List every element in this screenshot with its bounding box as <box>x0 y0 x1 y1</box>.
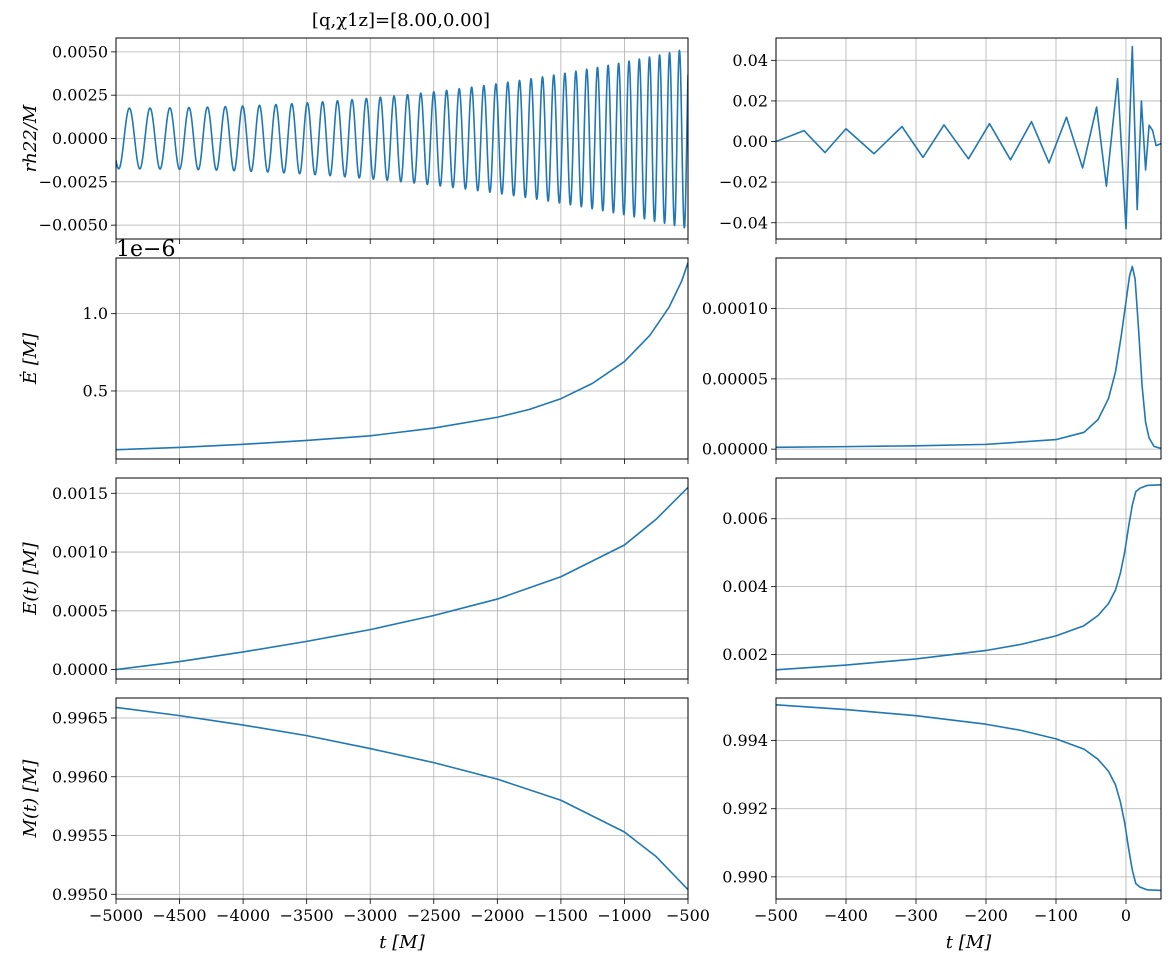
y-tick-label: −0.02 <box>719 173 768 192</box>
series-line <box>776 704 1161 892</box>
y-tick-label: 0.004 <box>722 577 768 596</box>
y-tick-label: 0.04 <box>732 51 768 70</box>
y-tick-label: 0.994 <box>722 731 768 750</box>
y-tick-label: −0.0050 <box>39 216 108 235</box>
panel-mass-merger: −500 −400 −300 −200 −100 0 0.990 0.992 0.994 t [M… <box>722 697 1162 953</box>
y-tick-label: 0.9965 <box>52 708 108 727</box>
y-tick-label: 0.002 <box>722 645 768 664</box>
x-tick-label: −3000 <box>343 906 397 925</box>
y-tick-label: 0.0000 <box>52 660 108 679</box>
x-tick-label: 0 <box>1121 906 1131 925</box>
x-tick-label: −400 <box>824 906 868 925</box>
y-tick-label: 0.00 <box>732 132 768 151</box>
x-axis-label: t [M] <box>379 932 425 953</box>
y-tick-label: 0.0000 <box>52 129 108 148</box>
x-tick-label: −100 <box>1034 906 1078 925</box>
x-tick-label: −1500 <box>534 906 588 925</box>
x-tick-label: −2000 <box>470 906 524 925</box>
y-tick-label: 0.006 <box>722 509 768 528</box>
y-tick-label: 0.0010 <box>52 543 108 562</box>
y-tick-label: 0.00010 <box>702 299 768 318</box>
y-tick-label: 0.0005 <box>52 601 108 620</box>
series-line <box>116 486 688 671</box>
y-axis-label: Ė [M] <box>18 332 41 385</box>
panel-strain-inspiral: −0.0050 −0.0025 0.0000 0.0025 0.0050 rh22/M <box>20 37 689 244</box>
y-tick-label: 1.0 <box>83 304 108 323</box>
y-offset-text: 1e−6 <box>116 237 175 262</box>
series-line <box>776 45 1161 230</box>
axes-frame <box>115 697 689 900</box>
y-tick-label: 0.9955 <box>52 826 108 845</box>
y-axis-label: E(t) [M] <box>20 541 41 616</box>
axes-frame <box>775 477 1162 680</box>
y-tick-label: 0.9950 <box>52 885 108 904</box>
x-axis-label: t [M] <box>946 932 992 953</box>
panel-energy-merger: 0.002 0.004 0.006 <box>722 477 1162 684</box>
x-tick-label: −3500 <box>280 906 334 925</box>
series-line <box>776 265 1161 450</box>
x-tick-label: −500 <box>754 906 798 925</box>
axes-frame <box>115 477 689 680</box>
y-axis-label: rh22/M <box>20 104 41 172</box>
y-tick-label: 0.992 <box>722 799 768 818</box>
x-tick-label: −300 <box>894 906 938 925</box>
figure-title: [q,χ1z]=[8.00,0.00] <box>312 10 490 31</box>
y-tick-label: 0.9960 <box>52 767 108 786</box>
panel-mass-inspiral: −5000 −4500 −4000 −3500 −3000 −2500 −2000 −1500… <box>20 697 710 953</box>
panel-strain-merger: −0.04 −0.02 0.00 0.02 0.04 <box>719 37 1162 244</box>
x-tick-label: −4000 <box>216 906 270 925</box>
series-line <box>116 49 688 229</box>
x-tick-label: −200 <box>964 906 1008 925</box>
panel-energy-inspiral: 0.0000 0.0005 0.0010 0.0015 E(t) [M] <box>20 477 689 684</box>
series-line <box>116 706 688 891</box>
axes-frame <box>115 37 689 240</box>
axes-frame <box>775 257 1162 460</box>
axes-frame <box>775 37 1162 240</box>
y-tick-label: 0.0025 <box>52 86 108 105</box>
y-tick-label: 0.0050 <box>52 42 108 61</box>
series-line <box>116 262 688 451</box>
x-tick-label: −2500 <box>407 906 461 925</box>
axes-frame <box>775 697 1162 900</box>
panel-edot-inspiral: 0.5 1.0 Ė [M] 1e−6 <box>18 237 689 464</box>
x-tick-label: −4500 <box>152 906 206 925</box>
panel-edot-merger: 0.00000 0.00005 0.00010 <box>702 257 1162 464</box>
y-tick-label: 0.00000 <box>702 440 768 459</box>
y-tick-label: 0.02 <box>732 91 768 110</box>
x-tick-label: −5000 <box>89 906 143 925</box>
y-tick-label: 0.5 <box>83 381 108 400</box>
x-tick-label: −1000 <box>597 906 651 925</box>
y-tick-label: 0.00005 <box>702 369 768 388</box>
y-tick-label: 0.0015 <box>52 484 108 503</box>
y-axis-label: M(t) [M] <box>20 759 41 839</box>
y-tick-label: −0.0025 <box>39 172 108 191</box>
axes-frame <box>115 257 689 460</box>
series-line <box>776 483 1161 671</box>
y-tick-label: −0.04 <box>719 213 768 232</box>
x-tick-label: −500 <box>666 906 710 925</box>
y-tick-label: 0.990 <box>722 867 768 886</box>
